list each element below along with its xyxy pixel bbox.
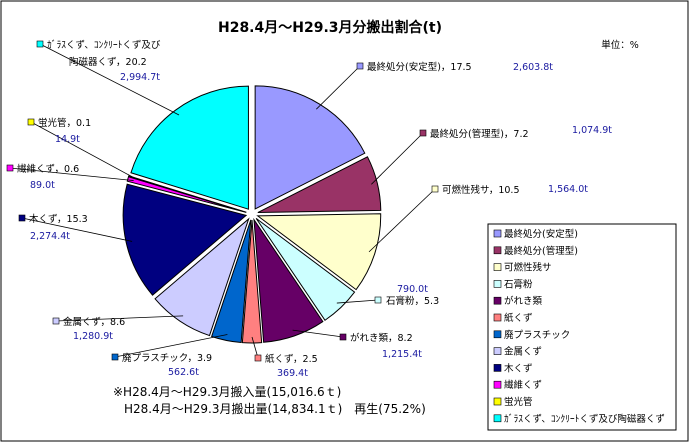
legend-label: 石膏粉 <box>504 278 533 290</box>
legend-label: ｶﾞﾗｽくず、ｺﾝｸﾘｰﾄくず及び陶磁器くず <box>504 413 665 425</box>
slice-amount: 1,280.9t <box>73 331 113 342</box>
legend-swatch <box>493 246 502 255</box>
legend-label: 繊維くず <box>504 379 542 391</box>
legend-swatch <box>493 313 502 322</box>
slice-label: 最終処分(管理型)，7.2 <box>430 128 529 140</box>
pie-slice <box>127 175 247 213</box>
legend-label: 金属くず <box>504 346 542 358</box>
label-marker <box>431 185 439 193</box>
slice-label: 蛍光管，0.1 <box>38 117 91 129</box>
slice-label: 最終処分(安定型)，17.5 <box>367 61 472 73</box>
pie-slice <box>122 183 248 296</box>
slice-amount: 1,215.4t <box>382 349 422 360</box>
legend-label: がれき類 <box>504 295 543 307</box>
leader-line <box>371 132 424 185</box>
legend-swatch <box>493 280 502 288</box>
legend-label: 木くず <box>504 362 533 374</box>
leader-line <box>292 329 344 338</box>
legend-swatch <box>493 296 502 305</box>
legend-box <box>487 223 677 431</box>
unit-label: 単位：% <box>601 39 639 51</box>
legend-label: 最終処分(管理型) <box>504 245 578 257</box>
pie-slice <box>256 213 382 291</box>
label-marker <box>6 164 14 172</box>
pie-slice <box>241 219 263 344</box>
leader-line <box>55 315 184 322</box>
leader-line <box>9 167 134 181</box>
slice-label: 可燃性残サ，10.5 <box>442 184 520 196</box>
slice-amount: 2,603.8t <box>513 62 553 73</box>
pie-slice <box>130 85 249 210</box>
slice-label: 繊維くず，0.6 <box>17 163 79 175</box>
slice-label: 石膏粉，5.3 <box>386 295 439 307</box>
slice-amount: 790.0t <box>397 284 428 295</box>
pie-slice <box>154 217 250 337</box>
leader-line <box>39 43 180 116</box>
label-marker <box>374 296 382 304</box>
legend-swatch <box>493 330 502 339</box>
legend: 最終処分(安定型) 最終処分(管理型) 可燃性残サ石膏粉がれき類紙くず廃プラスチック… <box>487 223 677 431</box>
slice-label: 紙くず，2.5 <box>265 353 318 365</box>
leader-lines <box>9 43 436 359</box>
legend-swatch <box>493 380 502 389</box>
slice-label: 陶磁器くず，20.2 <box>69 56 147 68</box>
slice-amount: 89.0t <box>30 180 55 191</box>
leader-line <box>368 188 436 253</box>
slice-label: 金属くず，8.6 <box>63 316 125 328</box>
slice-label: 廃プラスチック，3.9 <box>122 352 212 364</box>
label-marker <box>18 214 26 222</box>
legend-swatch <box>493 397 502 406</box>
note-line-1: ※H28.4月～H29.3月搬入量(15,016.6ｔ) <box>113 384 341 399</box>
pie-slices <box>122 85 382 344</box>
slice-label: がれき類，8.2 <box>350 332 413 344</box>
label-marker <box>356 62 364 70</box>
label-marker <box>27 118 35 126</box>
legend-label: 最終処分(安定型) <box>504 228 578 240</box>
leader-line <box>30 121 135 179</box>
leader-line <box>336 299 379 304</box>
legend-swatch <box>493 347 502 355</box>
pie-slice <box>257 156 382 214</box>
slice-amount: 1,074.9t <box>572 125 612 136</box>
legend-swatch <box>493 229 502 238</box>
pie-slice <box>255 217 356 321</box>
chart-title: H28.4月～H29.3月分搬出割合(t) <box>218 19 442 36</box>
pie-slice <box>254 85 366 210</box>
legend-label: 可燃性残サ <box>504 262 552 274</box>
legend-swatch <box>493 364 502 372</box>
slice-amount: 369.4t <box>277 368 308 379</box>
legend-swatch <box>493 263 502 271</box>
legend-label: 紙くず <box>504 312 533 324</box>
label-marker <box>254 354 262 362</box>
slice-amount: 2,994.7t <box>120 72 160 83</box>
leader-line <box>251 336 259 359</box>
slice-amount: 562.6t <box>168 367 199 378</box>
label-marker <box>339 333 347 341</box>
legend-label: 蛍光管 <box>504 396 533 408</box>
legend-label: 廃プラスチック <box>504 329 570 341</box>
leader-line <box>114 334 228 358</box>
leader-line <box>21 217 133 242</box>
slice-label: ｶﾞﾗｽくず、ｺﾝｸﾘｰﾄくず及び <box>47 40 161 51</box>
note-line-2: H28.4月～H29.3月搬出量(14,834.1ｔ) 再生(75.2%) <box>124 401 426 416</box>
pie-slice <box>211 219 252 344</box>
pie-slice <box>253 217 324 343</box>
slice-labels: 最終処分(安定型)，17.5 2,603.8t 最終処分(管理型)，7.2 1,074… <box>6 40 612 379</box>
slice-label: 木くず，15.3 <box>29 213 88 225</box>
label-marker <box>52 317 60 325</box>
slice-amount: 1,564.0t <box>548 184 588 195</box>
leader-line <box>316 65 361 110</box>
legend-swatch <box>493 414 502 423</box>
label-marker <box>111 353 119 361</box>
label-marker <box>36 40 44 48</box>
slice-amount: 14.9t <box>55 134 80 145</box>
label-marker <box>419 129 427 137</box>
slice-amount: 2,274.4t <box>30 231 70 242</box>
